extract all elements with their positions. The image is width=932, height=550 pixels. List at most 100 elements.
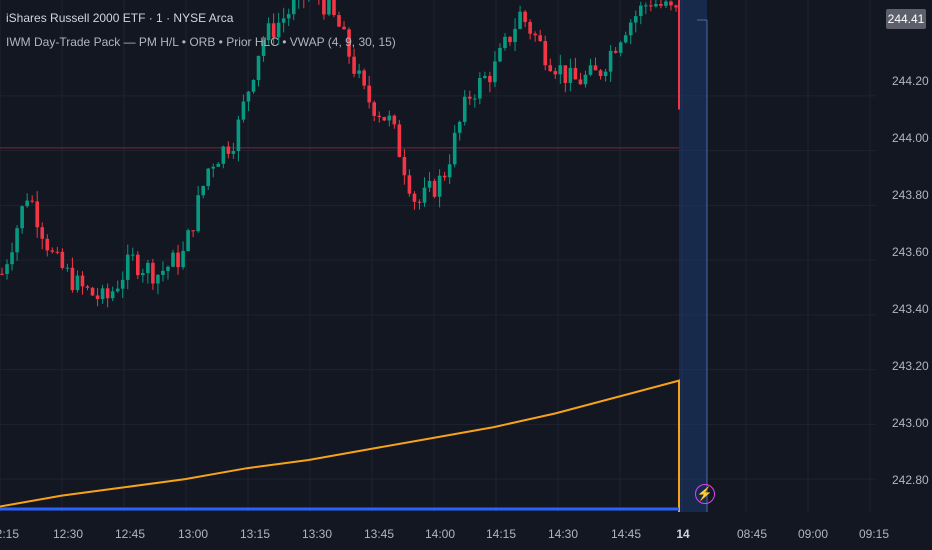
candle-body: [186, 230, 190, 251]
candle-body: [407, 175, 412, 194]
candle-body: [0, 273, 4, 275]
candle-body: [196, 195, 200, 232]
candle-body: [548, 65, 553, 72]
candle-body: [191, 230, 195, 232]
candle-body: [538, 35, 542, 41]
candle-body: [628, 22, 633, 36]
candle-body: [508, 36, 512, 43]
candle-body: [166, 266, 170, 271]
candle-body: [286, 14, 291, 19]
candle-body: [30, 200, 34, 202]
candle-body: [20, 206, 24, 229]
candle-body: [498, 48, 502, 62]
x-tick-label: 13:45: [363, 527, 395, 541]
candle-body: [387, 115, 392, 121]
candle-body: [115, 288, 120, 292]
candle-body: [241, 101, 246, 120]
x-tick-label: 09:15: [858, 527, 890, 541]
candle-body: [125, 254, 130, 280]
candle-body: [221, 146, 226, 164]
candle-body: [568, 67, 573, 83]
candle-body: [216, 163, 221, 167]
candle-body: [523, 11, 527, 22]
candle-body: [156, 274, 160, 284]
x-tick-label: 12:15: [0, 527, 20, 541]
candle-body: [623, 35, 628, 43]
candle-body: [201, 186, 205, 196]
candle-body: [55, 251, 60, 253]
x-tick-label-day: 14: [676, 527, 690, 541]
candle-body: [603, 71, 608, 77]
candle-body: [417, 201, 422, 203]
candle-body: [251, 79, 256, 92]
candle-body: [256, 55, 261, 80]
x-tick-label: 12:45: [114, 527, 146, 541]
candle-body: [488, 75, 492, 83]
candle-body: [176, 252, 180, 268]
candle-body: [563, 65, 568, 83]
candle-body: [558, 65, 563, 75]
candle-body: [171, 252, 175, 267]
candle-body: [659, 4, 663, 6]
candle-body: [5, 264, 9, 275]
candle-body: [261, 40, 266, 56]
candle-body: [422, 187, 427, 203]
y-tick-label: 244.20: [892, 74, 929, 88]
candle-body: [291, 0, 296, 15]
y-tick-label: 243.60: [892, 245, 929, 259]
candle-body: [15, 228, 19, 253]
candle-body: [613, 50, 618, 53]
candle-body: [457, 121, 462, 133]
candle-body: [528, 21, 532, 34]
candle-body: [382, 117, 387, 121]
candle-body: [483, 75, 487, 78]
candle-body: [130, 254, 135, 256]
candle-body: [25, 200, 29, 207]
candle-body: [674, 5, 678, 8]
candle-body: [493, 61, 497, 83]
candle-body: [136, 254, 140, 276]
candle-body: [442, 175, 447, 178]
y-tick-label: 243.00: [892, 416, 929, 430]
x-tick-label: 14:00: [424, 527, 456, 541]
candle-body: [432, 180, 437, 197]
lightning-bolt-icon[interactable]: ⚡: [695, 484, 715, 504]
candle-body: [151, 262, 155, 284]
candle-body: [654, 4, 658, 7]
candle-body: [50, 250, 55, 252]
candle-body: [181, 250, 185, 268]
candle-body: [478, 77, 482, 99]
candle-body: [543, 40, 548, 66]
candle-body: [377, 115, 382, 118]
candle-body: [271, 23, 276, 38]
x-tick-label: 13:00: [177, 527, 209, 541]
y-tick-label: 243.40: [892, 302, 929, 316]
symbol-title[interactable]: iShares Russell 2000 ETF · 1 · NYSE Arca: [6, 11, 234, 25]
vwap-line: [0, 379, 680, 512]
candle-body: [161, 270, 165, 275]
candle-body: [266, 23, 271, 41]
candle-body: [649, 5, 653, 7]
candle-body: [211, 166, 216, 169]
candle-body: [105, 288, 110, 299]
candle-body: [462, 96, 467, 122]
indicator-legend[interactable]: IWM Day-Trade Pack — PM H/L • ORB • Prio…: [6, 35, 396, 49]
candle-body: [588, 65, 593, 75]
candle-body: [327, 0, 331, 15]
candle-body: [322, 0, 326, 15]
last-price-badge: 244.41: [886, 9, 926, 29]
x-tick-label: 08:45: [736, 527, 768, 541]
candle-body: [362, 70, 366, 86]
candle-body: [75, 275, 80, 291]
candle-body: [608, 50, 613, 72]
y-tick-label: 243.80: [892, 188, 929, 202]
x-tick-label: 14:45: [610, 527, 642, 541]
x-tick-label: 14:15: [485, 527, 517, 541]
candle-body: [100, 288, 105, 300]
y-tick-label: 242.80: [892, 473, 929, 487]
candle-body: [246, 91, 251, 102]
candle-body: [412, 193, 417, 202]
candle-body: [533, 33, 537, 36]
candle-body: [146, 262, 150, 274]
